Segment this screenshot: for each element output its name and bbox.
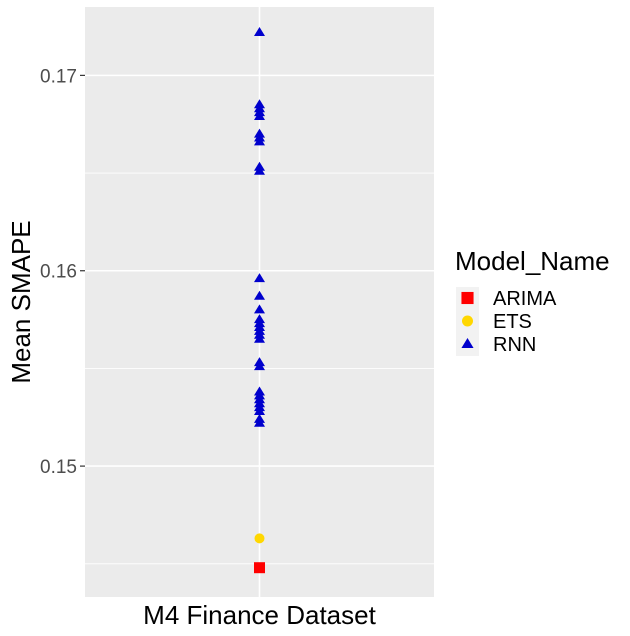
y-tick-label: 0.17 — [40, 66, 77, 87]
data-point-rnn — [254, 417, 265, 427]
y-axis-title: Mean SMAPE — [6, 220, 36, 383]
legend-key-rnn — [461, 338, 474, 348]
data-point-rnn — [254, 273, 265, 283]
data-point-rnn — [254, 290, 265, 300]
data-point-ets — [254, 533, 265, 544]
data-point-rnn — [254, 111, 265, 121]
y-tick-label: 0.15 — [40, 457, 77, 478]
data-point-rnn — [254, 136, 265, 146]
data-point-rnn — [254, 304, 265, 314]
data-point-rnn — [254, 406, 265, 416]
legend-key-ets — [462, 315, 473, 327]
data-point-rnn — [254, 361, 265, 371]
y-tick-label: 0.16 — [40, 262, 77, 283]
legend-label-arima: ARIMA — [493, 288, 557, 310]
y-axis: 0.15 0.16 0.17 — [40, 66, 85, 478]
data-point-rnn — [254, 26, 265, 36]
data-points — [254, 26, 265, 574]
legend-title: Model_Name — [455, 246, 610, 276]
legend-label-rnn: RNN — [493, 334, 536, 356]
data-point-rnn — [254, 165, 265, 175]
data-point-arima — [254, 562, 265, 574]
legend-label-ets: ETS — [493, 311, 532, 333]
x-axis-title: M4 Finance Dataset — [143, 600, 376, 630]
legend-key-arima — [461, 291, 474, 305]
data-point-rnn — [254, 333, 265, 343]
